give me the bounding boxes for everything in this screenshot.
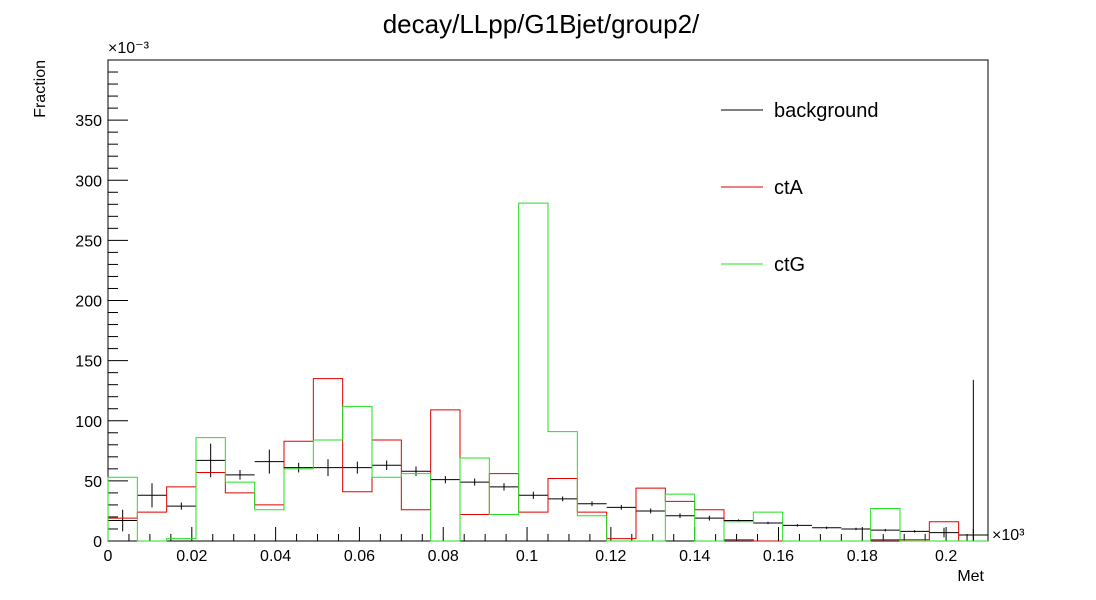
y-axis-title: Fraction [32,60,49,118]
series-layer [107,202,988,542]
histogram-outline-ctG [107,202,988,542]
x-axis: 0 0.02 0.04 0.06 0.08 0.1 0.12 0.14 0.16 0.18 0.2 [104,527,989,565]
y-axis: 0 50 100 150 200 250 300 350 [75,59,128,551]
y-tick-label: 200 [75,294,102,311]
y-tick-label: 250 [75,233,102,250]
y-tick-label: 100 [75,414,102,431]
x-tick-label: 0.18 [847,548,878,565]
chart-title: decay/LLpp/G1Bjet/group2/ [383,9,700,39]
y-tick-label: 150 [75,354,102,371]
y-tick-label: 300 [75,173,102,190]
legend-label-ctA: ctA [774,177,804,199]
x-tick-label: 0.04 [260,548,291,565]
x-tick-label: 0.1 [516,548,538,565]
x-tick-label: 0.02 [176,548,207,565]
x-tick-label: 0.08 [428,548,459,565]
x-tick-label: 0 [104,548,113,565]
x-tick-label: 0.2 [935,548,957,565]
x-tick-label: 0.16 [763,548,794,565]
y-exponent-label: ×10⁻³ [108,40,150,57]
legend-label-background: background [774,100,879,122]
y-tick-label: 0 [93,534,102,551]
legend: background ctA ctG [721,100,879,276]
x-tick-label: 0.14 [679,548,710,565]
series-background [108,379,988,541]
legend-label-ctG: ctG [774,254,805,276]
x-tick-label: 0.12 [595,548,626,565]
series-ctG [107,202,988,542]
x-tick-label: 0.06 [344,548,375,565]
x-axis-title: Met [957,568,984,585]
y-tick-label: 350 [75,113,102,130]
y-tick-label: 50 [84,474,102,491]
x-exponent-label: ×10³ [992,527,1025,544]
